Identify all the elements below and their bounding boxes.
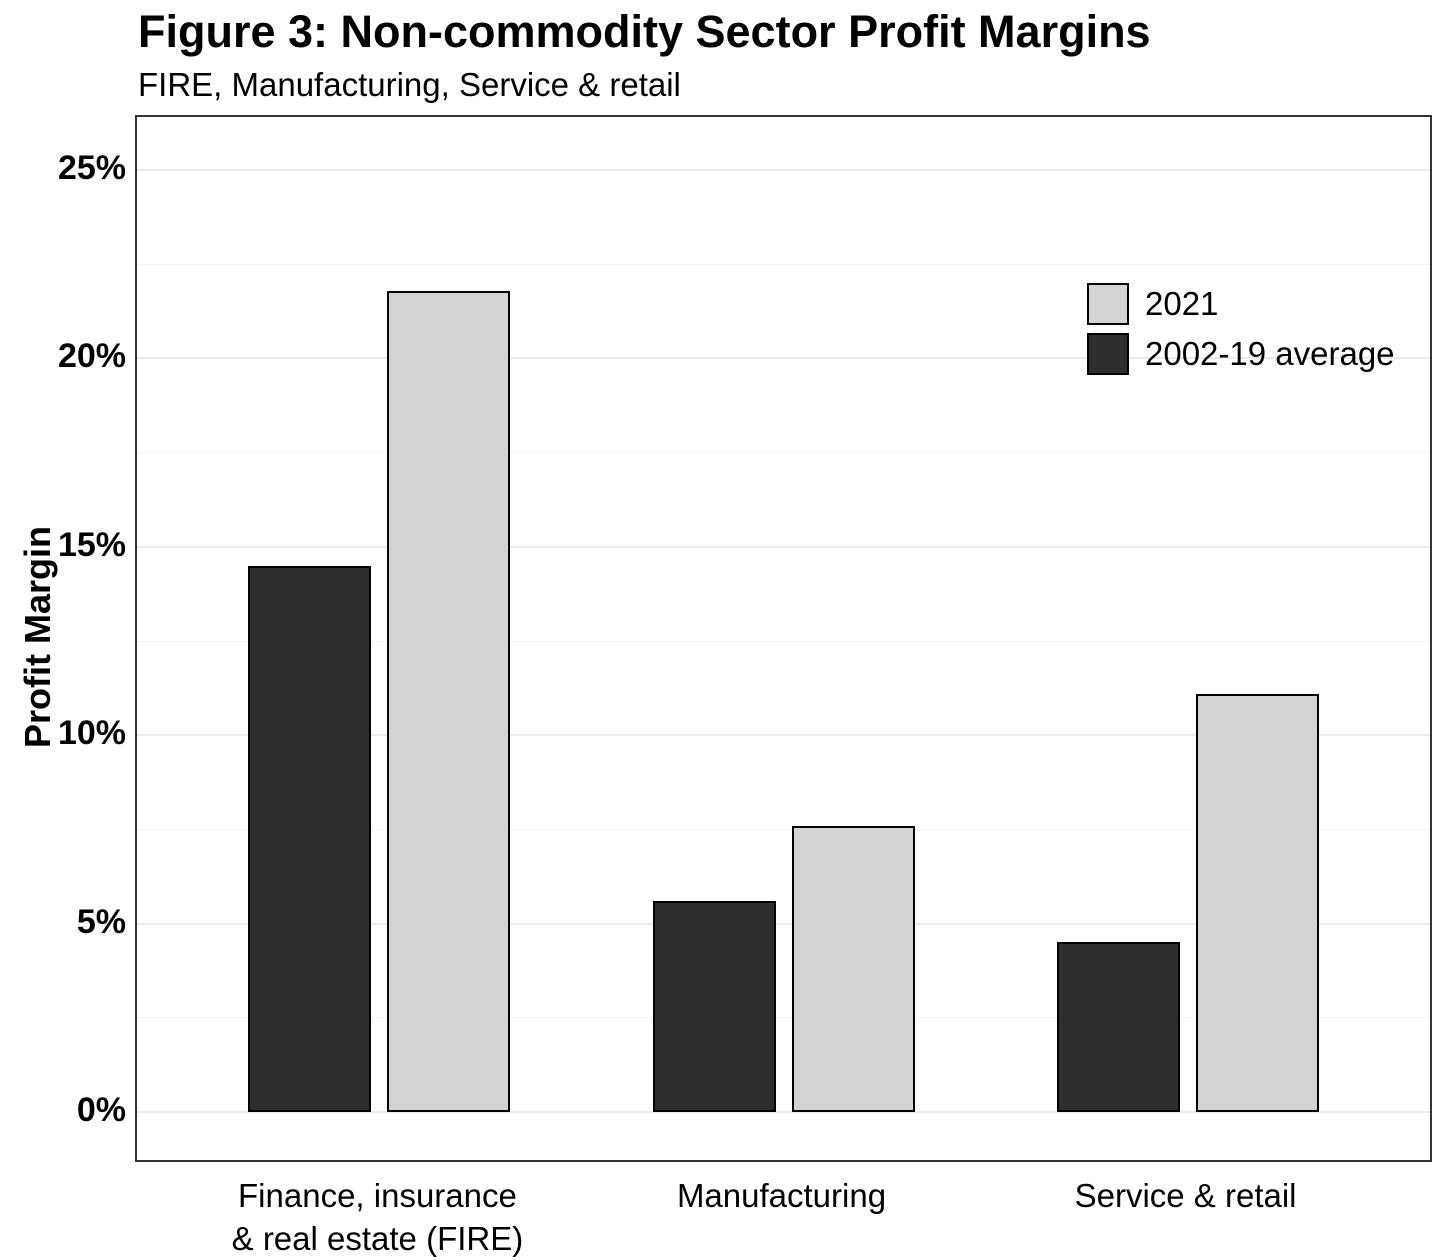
chart-subtitle: FIRE, Manufacturing, Service & retail	[138, 66, 681, 103]
y-axis-tick-labels: 0% 5% 10% 15% 20% 25%	[0, 115, 126, 1162]
gridline-major	[137, 357, 1430, 360]
bar	[248, 565, 372, 1112]
bar	[1056, 942, 1180, 1112]
legend-key-swatch	[1087, 333, 1129, 375]
gridline-minor	[137, 1017, 1430, 1019]
y-tick-label: 5%	[76, 902, 126, 941]
legend: 2021 2002-19 average	[1087, 283, 1395, 375]
x-category-label-line: Service & retail	[1074, 1177, 1297, 1214]
gridline-major	[137, 545, 1430, 548]
y-tick-label: 0%	[76, 1091, 126, 1129]
x-category-label-line: Finance, insurance	[238, 1177, 517, 1214]
legend-label: 2002-19 average	[1145, 335, 1395, 372]
x-category-label: Manufacturing	[482, 1174, 1082, 1217]
bar	[387, 290, 511, 1112]
gridline-minor	[137, 640, 1430, 642]
legend-item: 2002-19 average	[1087, 333, 1395, 375]
chart-title: Figure 3: Non-commodity Sector Profit Ma…	[138, 6, 1151, 57]
bar	[1195, 693, 1319, 1112]
y-tick-label: 20%	[57, 337, 126, 376]
y-tick-label: 15%	[57, 525, 126, 564]
bar	[791, 825, 915, 1112]
gridline-minor	[137, 452, 1430, 454]
legend-key-swatch	[1087, 283, 1129, 325]
x-category-label-line: & real estate (FIRE)	[231, 1220, 524, 1257]
gridline-minor	[137, 263, 1430, 265]
plot-panel: 2021 2002-19 average	[135, 115, 1432, 1162]
gridline-major	[137, 1111, 1430, 1113]
y-tick-label: 10%	[57, 714, 126, 753]
x-category-label: Service & retail	[886, 1174, 1440, 1217]
x-category-label: Finance, insurance & real estate (FIRE)	[77, 1174, 677, 1260]
gridline-minor	[137, 828, 1430, 830]
x-category-label-line: Manufacturing	[676, 1177, 887, 1214]
legend-label: 2021	[1145, 285, 1219, 322]
legend-item: 2021	[1087, 283, 1395, 325]
y-tick-label: 25%	[57, 149, 126, 187]
bar	[652, 900, 776, 1112]
gridline-major	[137, 734, 1430, 737]
gridline-major	[137, 922, 1430, 925]
gridline-major	[137, 169, 1430, 171]
